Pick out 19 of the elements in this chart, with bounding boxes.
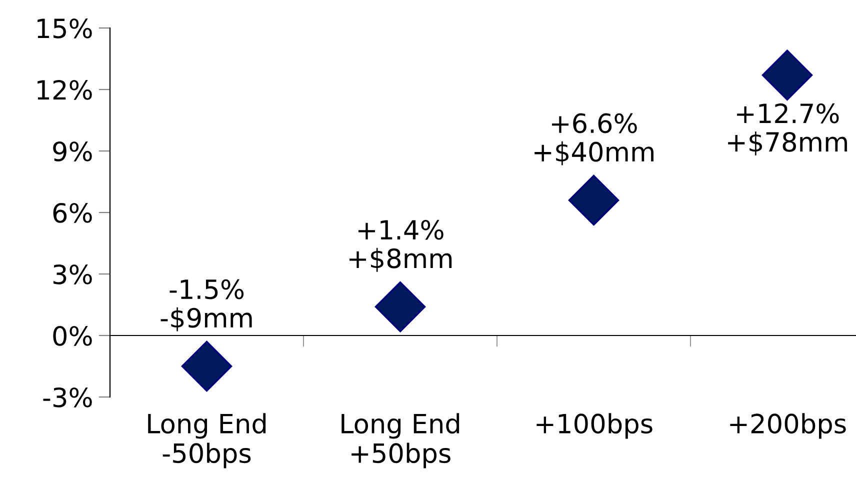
point [181,340,232,392]
y-tick-label: 6% [53,202,92,223]
x-tick-label: Long End -50bps [148,413,266,468]
y-tick-label: 9% [53,141,92,162]
point [568,174,620,226]
point [374,281,426,332]
point [762,50,813,101]
y-tick-label: 3% [53,264,92,284]
data-label: +1.4% +$8mm [349,220,452,272]
y-tick-label: 0% [53,326,92,346]
data-label: +6.6% +$40mm [534,113,654,166]
data-label: +12.7% +$78mm [728,103,847,156]
x-tick-label: +100bps [536,413,652,439]
y-tick-label: 15% [38,18,92,38]
y-tick-label: 12% [38,80,92,100]
x-tick-label: +200bps [730,413,846,439]
x-tick-label: Long End +50bps [342,413,460,468]
y-tick-label: -3% [43,387,92,408]
data-label: -1.5% -$9mm [160,279,252,332]
